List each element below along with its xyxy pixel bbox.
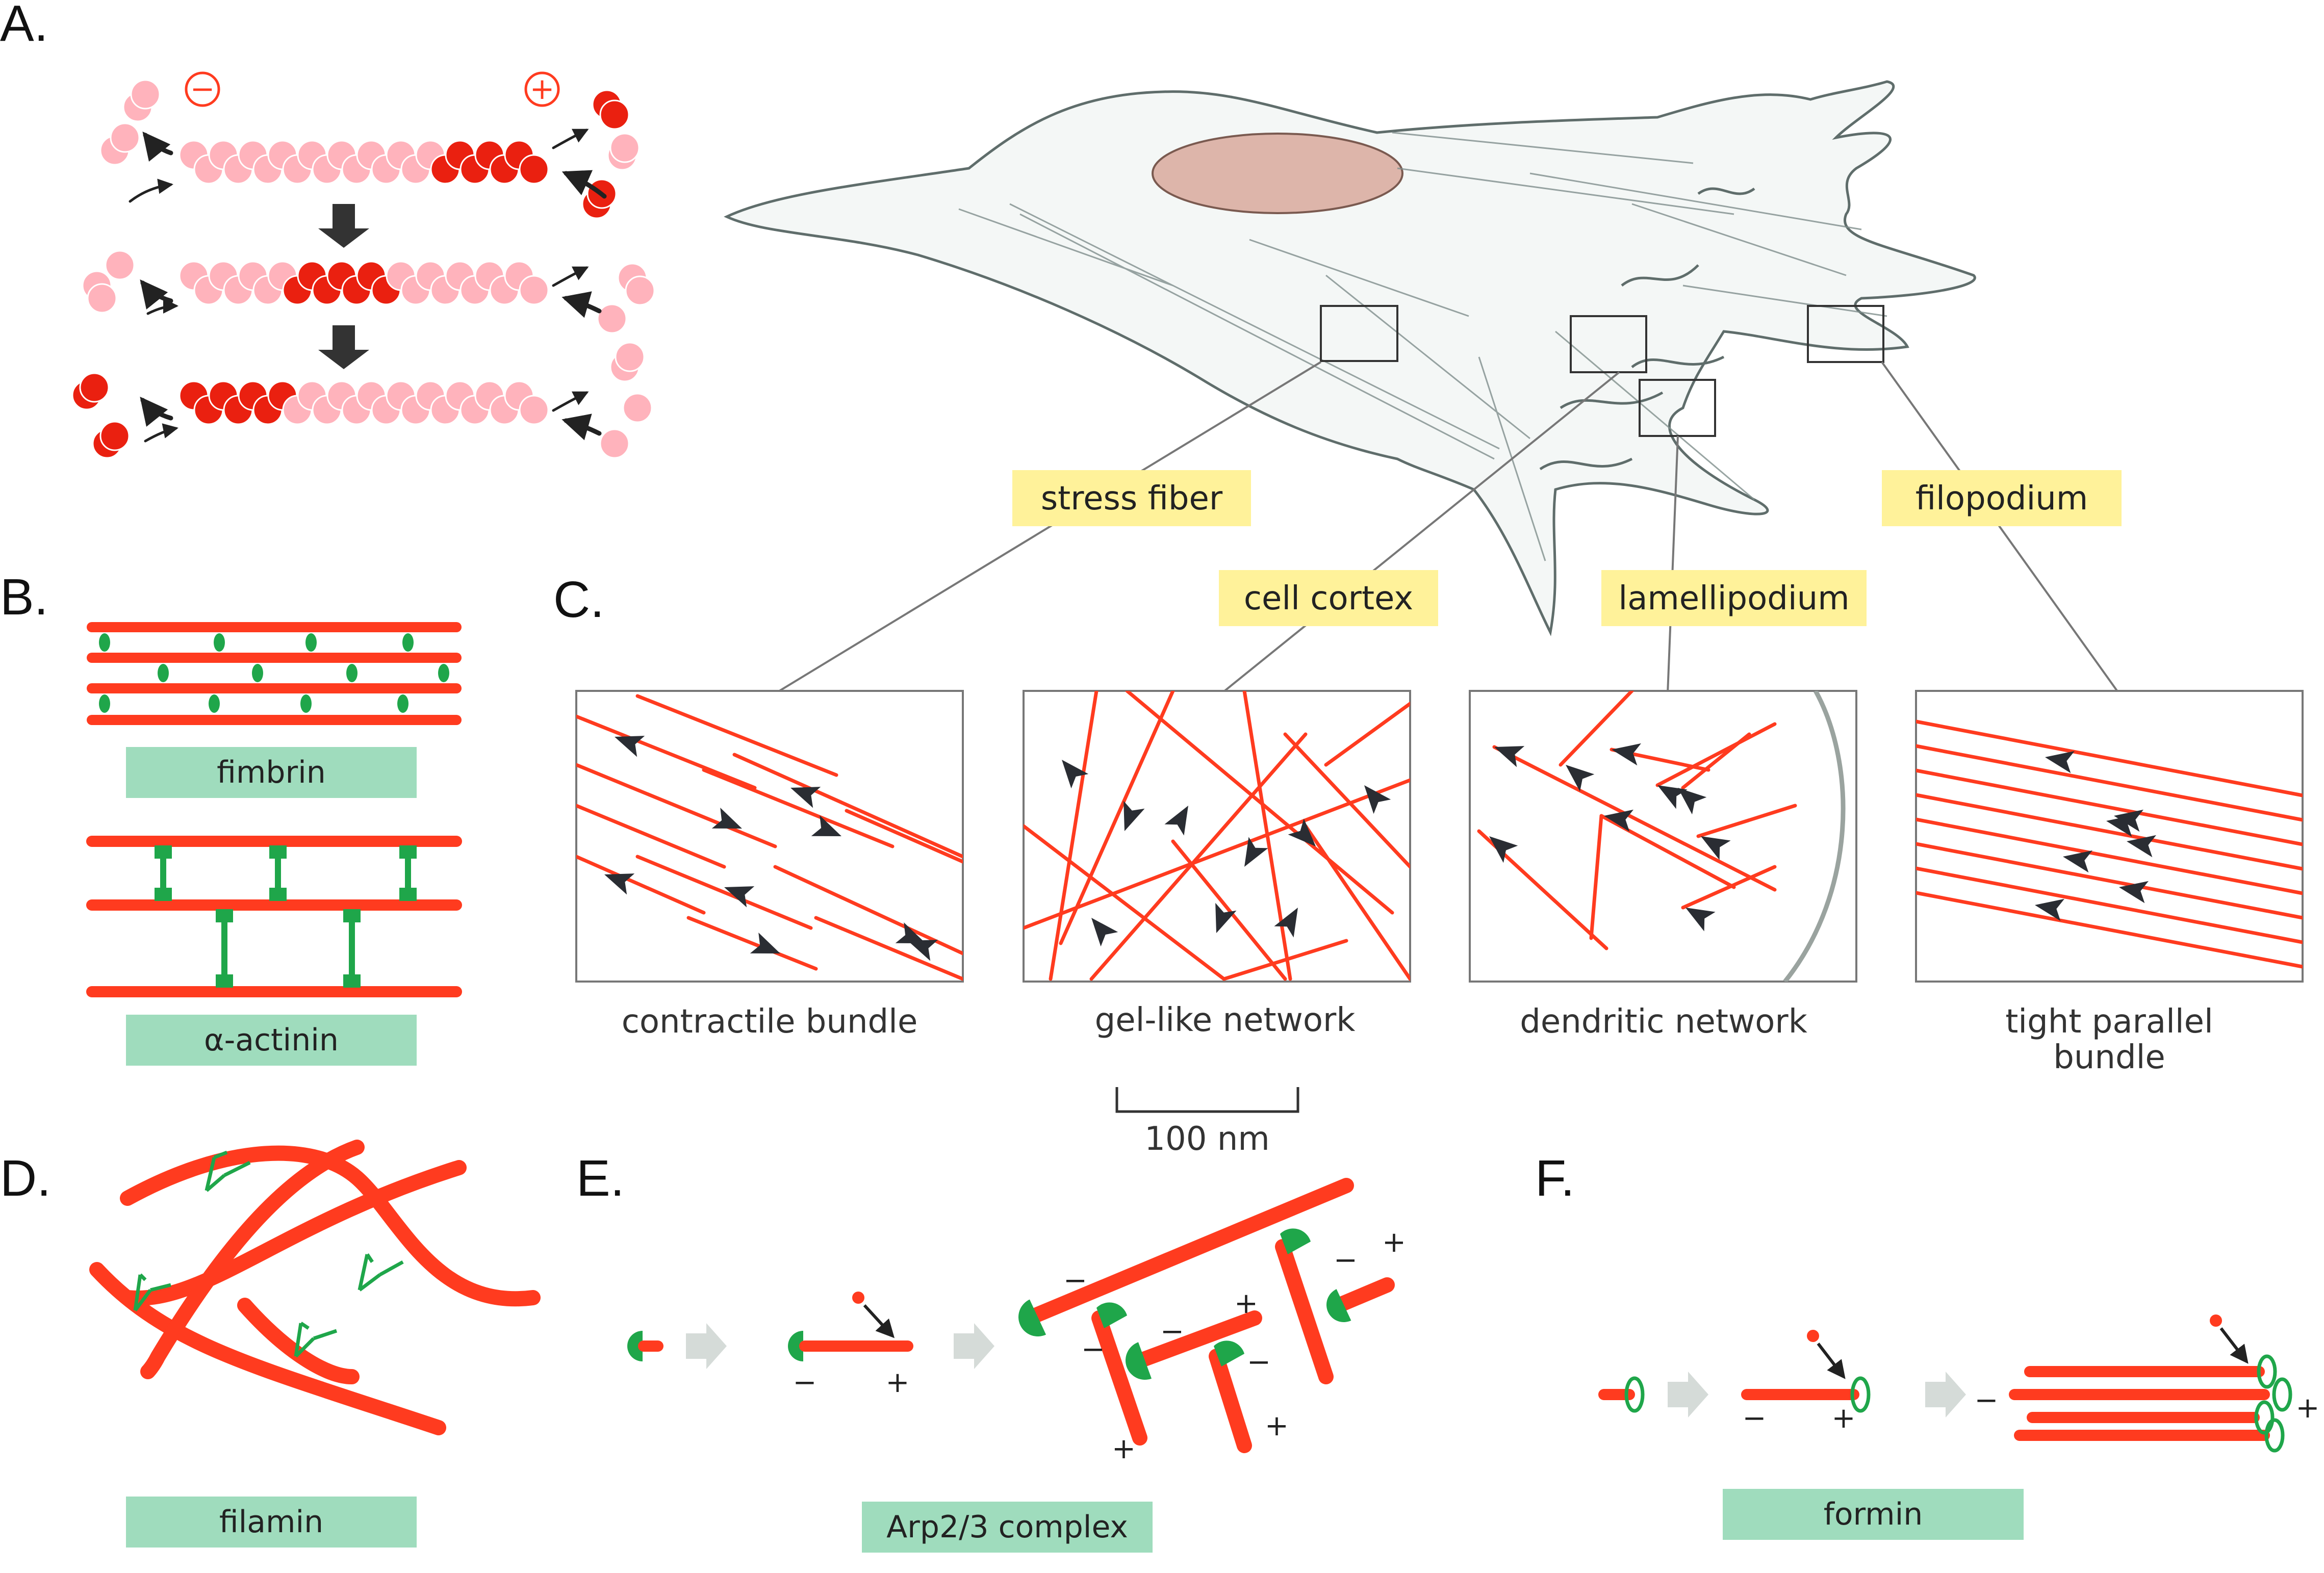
panel-a: A. − + — [0, 0, 655, 459]
fimbrin-bundle — [87, 622, 462, 725]
label-filopodium: filopodium — [1916, 480, 2088, 518]
caption-contractile-bundle: contractile bundle — [622, 1003, 918, 1041]
inset-contractile-bundle: contractile bundle — [575, 690, 964, 1041]
inset-tight-parallel-bundle: tight parallel bundle — [1915, 690, 2304, 1076]
branch-plus-3: + — [1265, 1409, 1289, 1442]
plus-end-symbol: + — [530, 71, 555, 106]
arp-step-1 — [627, 1331, 663, 1361]
zoom-box-stress-fiber — [1320, 305, 1398, 362]
branch-plus-2: + — [1112, 1432, 1136, 1465]
ruffle-marks — [1539, 187, 1755, 471]
label-filamin: filamin — [219, 1504, 323, 1540]
caption-gel-network: gel-like network — [1095, 1001, 1356, 1039]
treadmilling-filament-1 — [178, 140, 549, 185]
branch-plus-1: + — [1234, 1287, 1258, 1320]
formin-step-2: − + — [1741, 1330, 1871, 1435]
panel-f: F. − + — [1535, 1150, 2319, 1540]
cell-nucleus — [1152, 133, 1403, 214]
treadmilling-filament-2 — [178, 261, 549, 305]
treadmilling-filament-3 — [178, 380, 549, 425]
filamin-network — [89, 1140, 541, 1435]
label-fimbrin: fimbrin — [217, 755, 326, 790]
branch-minus-1: − — [1063, 1264, 1087, 1297]
panel-d: D. filamin — [0, 1140, 541, 1548]
arp-plus-end: + — [886, 1366, 910, 1399]
branch-minus-4: − — [1247, 1346, 1271, 1379]
label-formin: formin — [1824, 1497, 1923, 1532]
panel-letter-a: A. — [0, 0, 48, 52]
panel-letter-b: B. — [0, 569, 48, 626]
arp-step-3-branched-network: − − − − − + + + + — [1018, 1178, 1406, 1465]
panel-letter-e: E. — [576, 1150, 624, 1207]
inset-gel-network: gel-like network — [1023, 690, 1411, 1039]
label-arp23: Arp2/3 complex — [886, 1509, 1128, 1545]
bundle-plus-end: + — [2296, 1391, 2320, 1425]
step-arrows — [318, 204, 369, 369]
panel-letter-d: D. — [0, 1150, 51, 1207]
branch-minus-3: − — [1160, 1315, 1184, 1348]
label-lamellipodium: lamellipodium — [1618, 580, 1849, 617]
scale-bar-label: 100 nm — [1144, 1120, 1269, 1158]
branch-minus-2: − — [1081, 1333, 1105, 1366]
inset-dendritic-network: dendritic network — [1469, 690, 1857, 1041]
arp-minus-end: − — [793, 1366, 817, 1399]
caption-dendritic-network: dendritic network — [1520, 1003, 1807, 1041]
panel-e: E. − + — [576, 1150, 1966, 1553]
minus-end-symbol: − — [190, 71, 215, 106]
leader-lines — [774, 361, 2120, 694]
panel-letter-f: F. — [1535, 1150, 1575, 1207]
free-monomers — [71, 79, 655, 459]
caption-tight-bundle-1: tight parallel — [2005, 1003, 2213, 1041]
scale-bar: 100 nm — [1115, 1087, 1299, 1158]
cell-drawing — [724, 80, 2120, 694]
panel-letter-c: C. — [553, 571, 604, 628]
progress-arrows — [686, 1323, 1966, 1417]
branch-plus-4: + — [1382, 1226, 1406, 1259]
formin-minus-end: − — [1743, 1402, 1767, 1435]
branch-minus-5: − — [1334, 1244, 1358, 1277]
formin-step-3-bundle: − + — [1975, 1314, 2320, 1453]
zoom-box-cell-cortex — [1570, 315, 1647, 373]
minus-end-badge: − — [185, 71, 220, 107]
label-actinin: α-actinin — [204, 1022, 339, 1058]
exchange-arrows — [129, 128, 607, 443]
label-stress-fiber: stress fiber — [1041, 480, 1223, 518]
plus-end-badge: + — [524, 71, 560, 107]
actinin-bundle — [86, 836, 462, 997]
caption-tight-bundle-2: bundle — [2053, 1039, 2165, 1076]
label-cell-cortex: cell cortex — [1244, 580, 1413, 617]
bundle-minus-end: − — [1975, 1384, 1999, 1417]
arp-step-2: − + — [788, 1292, 913, 1399]
panel-b: B. fimbrin α-actinin — [0, 569, 462, 1066]
filamin-crosslinks — [133, 1150, 404, 1358]
panel-c: C. contractile bundle gel-like network d… — [553, 571, 2304, 1158]
zoom-box-filopodium — [1807, 305, 1884, 363]
formin-plus-end: + — [1832, 1402, 1856, 1435]
cell-structure-labels: stress fiber cell cortex lamellipodium f… — [1012, 470, 2122, 626]
zoom-boxes — [1320, 305, 1884, 437]
formin-step-1 — [1598, 1376, 1645, 1413]
